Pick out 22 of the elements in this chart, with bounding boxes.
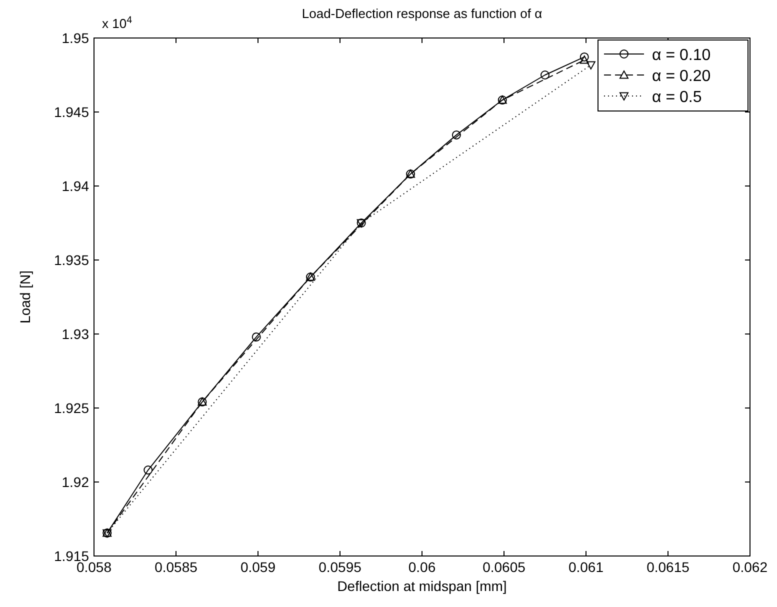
x-tick-label: 0.0605 — [482, 559, 526, 575]
chart-title: Load-Deflection response as function of α — [302, 6, 543, 21]
y-axis-title: Load [N] — [17, 270, 33, 324]
x-tick-label: 0.0595 — [318, 559, 362, 575]
x-tick-label: 0.061 — [568, 559, 604, 575]
x-tick-label: 0.0585 — [154, 559, 198, 575]
y-tick-label: 1.95 — [62, 30, 90, 46]
legend-label: α = 0.10 — [652, 47, 711, 64]
x-tick-label: 0.062 — [732, 559, 768, 575]
y-tick-label: 1.935 — [54, 252, 90, 268]
x-tick-label: 0.059 — [240, 559, 276, 575]
text: x 10$^{4}$ — [102, 14, 133, 31]
y-tick-label: 1.945 — [54, 104, 90, 120]
x-tick-label: 0.06 — [408, 559, 436, 575]
y-tick-label: 1.93 — [62, 326, 90, 342]
y-tick-label: 1.94 — [62, 178, 90, 194]
legend-label: α = 0.20 — [652, 68, 711, 85]
legend-label: α = 0.5 — [652, 89, 702, 106]
x-axis-title: Deflection at midspan [mm] — [337, 578, 507, 594]
y-tick-label: 1.92 — [62, 474, 90, 490]
x-tick-label: 0.0615 — [646, 559, 690, 575]
y-tick-label: 1.925 — [54, 400, 90, 416]
